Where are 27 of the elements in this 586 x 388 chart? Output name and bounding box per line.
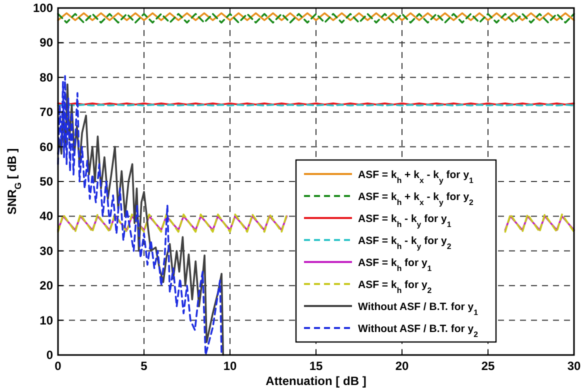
y-tick-label: 100	[32, 1, 54, 15]
y-tick-label: 50	[40, 174, 54, 188]
x-tick-label: 20	[395, 359, 409, 373]
y-tick-label: 60	[40, 140, 54, 154]
legend-label: Without ASF / B.T. for y$_{1}$	[358, 301, 479, 316]
x-tick-label: 5	[140, 359, 148, 373]
legend-label: ASF = k$_{h}$ for y$_{2}$	[358, 279, 432, 294]
legend-label: ASF = k$_{h}$ - k$_{y}$ for y$_{2}$	[358, 235, 452, 250]
legend-label: ASF = k$_{h}$ - k$_{y}$ for y$_{1}$	[358, 213, 452, 228]
x-tick-label: 25	[481, 359, 495, 373]
y-tick-label: 30	[40, 244, 54, 258]
y-tick-label: 80	[40, 70, 54, 84]
x-tick-label: 30	[567, 359, 581, 373]
legend-label: ASF = k$_{h}$ + k$_{x}$ - k$_{y}$ for y$_{2}$	[358, 191, 474, 206]
y-tick-label: 70	[40, 105, 54, 120]
x-tick-label: 0	[54, 359, 62, 373]
x-tick-label: 10	[223, 359, 237, 373]
y-tick-label: 10	[40, 313, 54, 328]
legend-label: Without ASF / B.T. for y$_{2}$	[358, 323, 479, 338]
y-tick-label: 40	[40, 209, 54, 224]
x-axis-title: Attenuation [ dB ]	[266, 374, 366, 388]
legend-label: ASF = k$_{h}$ for y$_{1}$	[358, 257, 432, 272]
y-tick-label: 90	[40, 36, 54, 50]
legend-label: ASF = k$_{h}$ + k$_{x}$ - k$_{y}$ for y$_{1}$	[358, 169, 474, 184]
y-tick-label: 20	[40, 278, 54, 293]
x-tick-label: 15	[309, 359, 323, 373]
y-tick-label: 0	[46, 348, 54, 362]
